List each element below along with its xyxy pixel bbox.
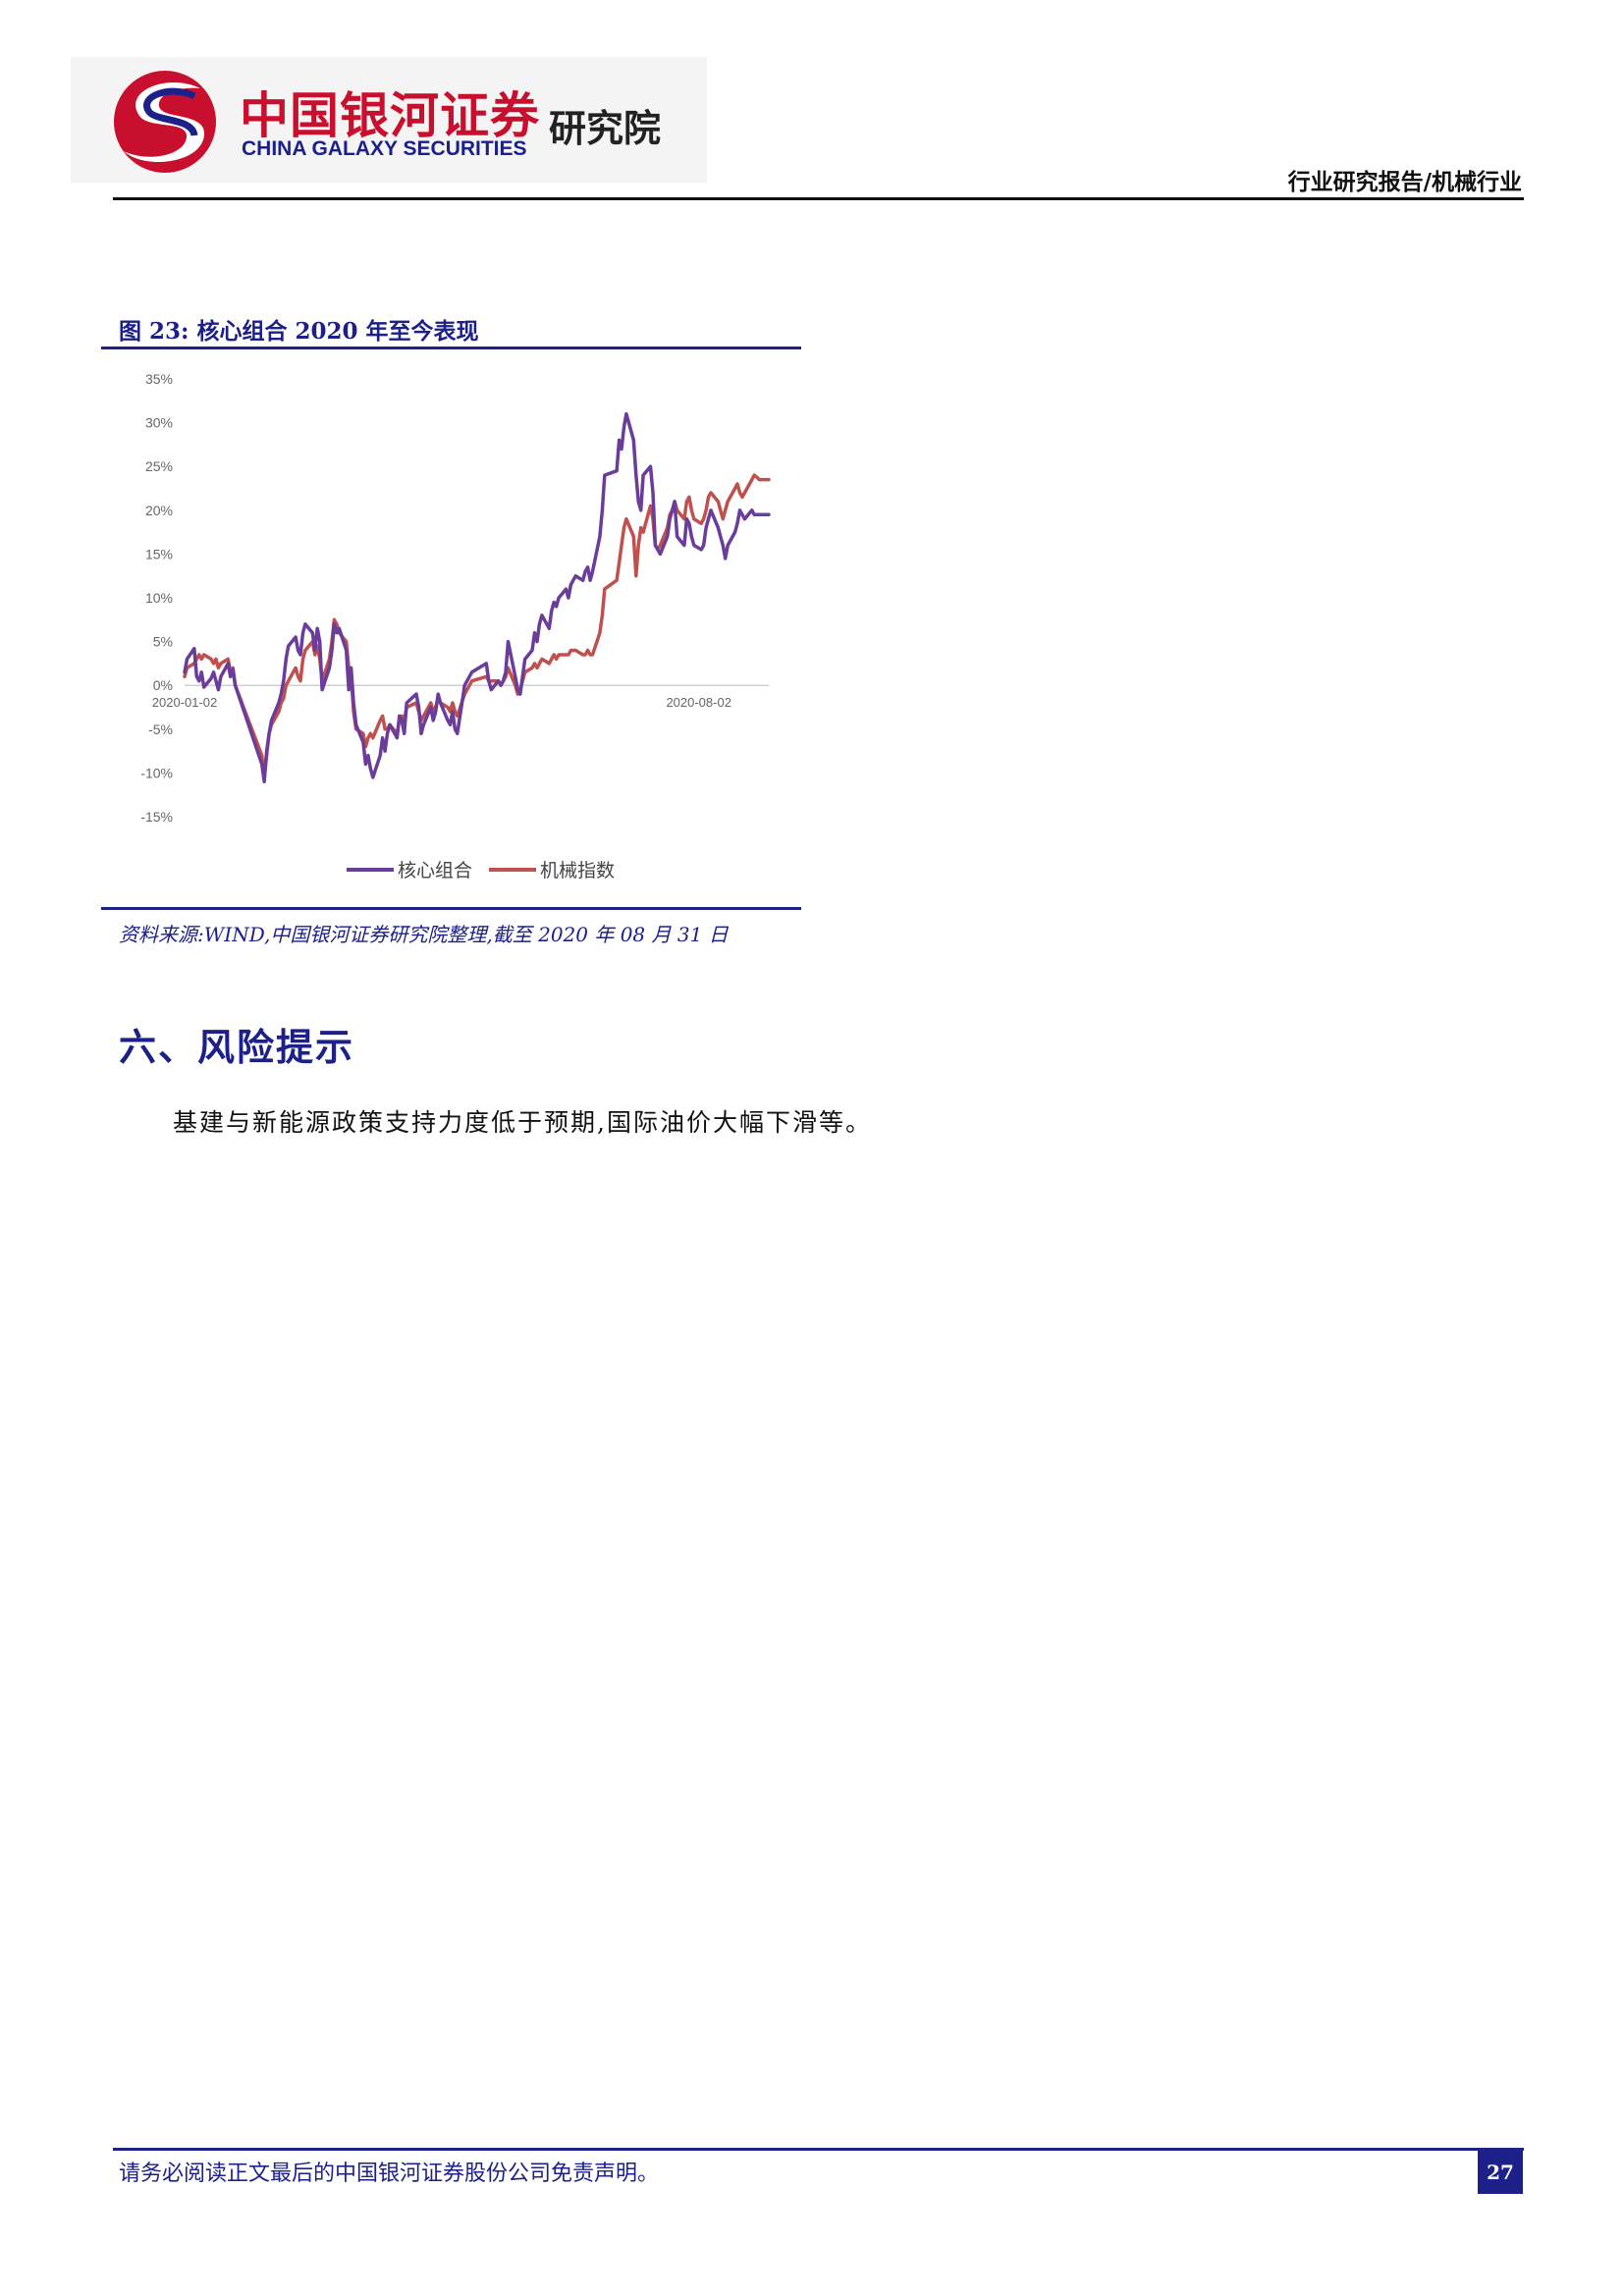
figure-bottom-rule: [101, 907, 801, 910]
performance-line-chart: 35% 30% 25% 20% 15% 10% 5% 0% -5% -10% -15% 2020-01…: [140, 371, 771, 881]
report-type: 行业研究报告/机械行业: [1287, 169, 1522, 195]
y-tick-label: 5%: [153, 634, 173, 650]
y-tick-label: 25%: [145, 458, 173, 474]
y-tick-label: -10%: [140, 765, 173, 780]
y-tick-label: 30%: [145, 415, 173, 431]
figure-title: 图 23: 核心组合 2020 年至今表现: [119, 318, 479, 345]
legend-label: 核心组合: [398, 860, 472, 881]
y-tick-label: -15%: [140, 809, 173, 825]
logo-english-name: CHINA GALAXY SECURITIES: [242, 137, 527, 160]
y-tick-label: 15%: [145, 546, 173, 561]
y-tick-label: 0%: [153, 677, 173, 693]
logo-institute: 研究院: [549, 107, 662, 150]
page-number: 27: [1478, 2151, 1523, 2194]
footer-divider: [113, 2148, 1524, 2151]
y-tick-label: 10%: [145, 590, 173, 606]
x-tick-label: 2020-08-02: [666, 695, 731, 710]
figure-source: 资料来源:WIND,中国银河证券研究院整理,截至 2020 年 08 月 31 …: [119, 923, 729, 946]
y-tick-label: -5%: [148, 721, 173, 737]
company-logo: 中国银河证券 CHINA GALAXY SECURITIES 研究院: [71, 57, 707, 183]
series-line-core-portfolio: [183, 411, 771, 784]
figure-top-rule: [101, 347, 801, 349]
galaxy-logo-icon: [114, 71, 216, 173]
footer-disclaimer: 请务必阅读正文最后的中国银河证券股份公司免责声明。: [119, 2162, 660, 2186]
header-divider: [113, 197, 1524, 200]
y-tick-label: 35%: [145, 371, 173, 387]
section-body: 基建与新能源政策支持力度低于预期,国际油价大幅下滑等。: [173, 1108, 872, 1137]
section-heading: 六、风险提示: [119, 1025, 355, 1069]
series-line-machinery-index: [183, 473, 771, 779]
x-tick-label: 2020-01-02: [152, 695, 218, 710]
logo-chinese-name: 中国银河证券: [240, 87, 540, 144]
y-tick-label: 20%: [145, 503, 173, 518]
legend-label: 机械指数: [540, 860, 615, 881]
